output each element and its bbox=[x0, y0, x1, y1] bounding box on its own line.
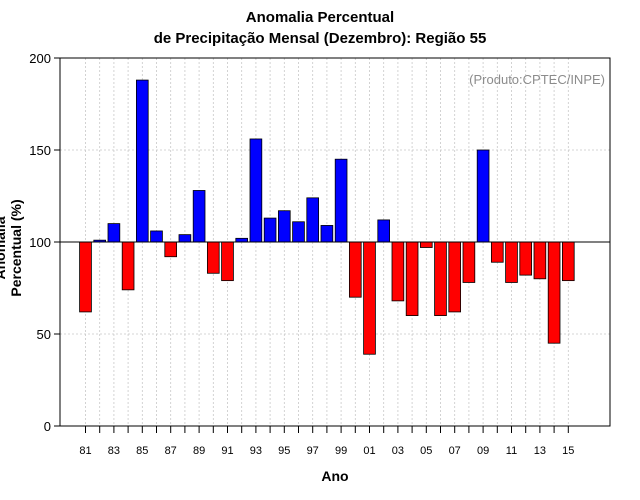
x-tick-label: 81 bbox=[79, 445, 91, 457]
x-tick-label: 95 bbox=[278, 445, 290, 457]
axes: 0 50 100 150 200 81 83 85 87 89 91 93 95 97 99 01 03 05 07… bbox=[29, 51, 611, 457]
x-tick-label: 03 bbox=[392, 445, 404, 457]
bar-2004 bbox=[405, 241, 419, 316]
bar-1989 bbox=[192, 190, 206, 243]
x-axis-label: Ano bbox=[321, 468, 349, 484]
x-tick-label: 09 bbox=[477, 445, 489, 457]
bar-2008 bbox=[462, 241, 476, 283]
y-tick-label: 50 bbox=[37, 327, 51, 342]
chart-title: Anomalia Percentual bbox=[245, 9, 395, 26]
chart-subtitle: de Precipitação Mensal (Dezembro): Regiã… bbox=[153, 30, 487, 47]
x-tick-label: 99 bbox=[335, 445, 347, 457]
y-tick-label: 200 bbox=[29, 51, 51, 66]
bar-1997 bbox=[306, 197, 319, 243]
bar-2002 bbox=[377, 219, 390, 243]
source-annotation: (Produto:CPTEC/INPE) bbox=[469, 72, 605, 87]
bar-1983 bbox=[107, 223, 121, 243]
x-tick-label: 85 bbox=[136, 445, 148, 457]
bar-2007 bbox=[448, 241, 461, 313]
bar-2010 bbox=[490, 241, 504, 263]
x-tick-label: 87 bbox=[165, 445, 177, 457]
bar-1995 bbox=[277, 210, 291, 243]
bar-1996 bbox=[292, 221, 305, 243]
x-tick-label: 91 bbox=[221, 445, 233, 457]
bar-1987 bbox=[164, 241, 178, 258]
bar-2001 bbox=[363, 241, 376, 355]
x-tick-label: 13 bbox=[534, 445, 546, 457]
bar-1992 bbox=[235, 237, 249, 243]
bar-1986 bbox=[150, 230, 163, 243]
x-tick-label: 83 bbox=[108, 445, 120, 457]
bar-2011 bbox=[505, 241, 518, 283]
bar-1994 bbox=[263, 217, 277, 243]
bar-1988 bbox=[178, 234, 192, 243]
y-tick-label: 100 bbox=[29, 235, 51, 250]
bar-1999 bbox=[334, 158, 348, 243]
bar-2015 bbox=[562, 241, 575, 282]
bar-1984 bbox=[121, 241, 135, 291]
bar-2006 bbox=[434, 241, 447, 316]
bar-2013 bbox=[533, 241, 547, 280]
bars bbox=[79, 79, 575, 355]
bar-1981 bbox=[79, 241, 92, 313]
bar-2005 bbox=[419, 241, 433, 248]
y-tick-label: 0 bbox=[44, 419, 51, 434]
x-tick-label: 07 bbox=[449, 445, 461, 457]
x-tick-label: 01 bbox=[363, 445, 375, 457]
x-tick-label: 97 bbox=[307, 445, 319, 457]
x-tick-label: 15 bbox=[562, 445, 574, 457]
bar-2000 bbox=[348, 241, 362, 298]
bar-2003 bbox=[391, 241, 405, 302]
x-tick-label: 05 bbox=[420, 445, 432, 457]
bar-2014 bbox=[547, 241, 561, 344]
bar-2012 bbox=[519, 241, 532, 276]
x-tick-label: 11 bbox=[506, 445, 517, 457]
x-tick-label: 93 bbox=[250, 445, 262, 457]
bar-2009 bbox=[476, 149, 490, 243]
bar-1985 bbox=[135, 79, 149, 243]
bar-1991 bbox=[221, 241, 234, 282]
x-tick-label: 89 bbox=[193, 445, 205, 457]
bar-1993 bbox=[249, 138, 263, 243]
bar-1990 bbox=[206, 241, 220, 274]
y-tick-label: 150 bbox=[29, 143, 51, 158]
bar-1998 bbox=[320, 225, 334, 243]
